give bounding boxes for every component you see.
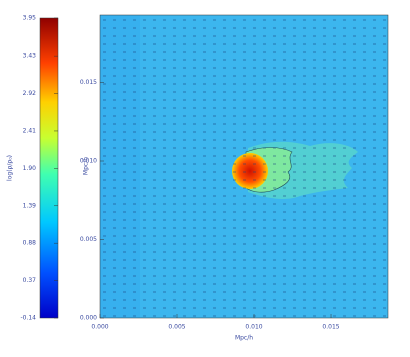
colorbar-tick-label: 1.90 (23, 165, 37, 172)
colorbar-tick-label: 3.43 (23, 53, 37, 60)
x-tick-label: 0.000 (91, 324, 108, 331)
x-tick-label: 0.010 (245, 324, 262, 331)
colorbar (39, 17, 59, 319)
y-axis-label: Mpc/h (83, 157, 90, 175)
colorbar-tick-label: 0.37 (23, 277, 37, 284)
colorbar-tick-label: 0.88 (23, 240, 37, 247)
colorbar-tick-label: -0.14 (20, 315, 36, 322)
y-tick-label: 0.010 (80, 158, 97, 165)
field (99, 14, 389, 319)
y-tick-label: 0.005 (80, 236, 97, 243)
colorbar-label: log(ρ/ρ₀) (7, 155, 14, 181)
y-tick-label: 0.000 (80, 315, 97, 322)
x-tick-label: 0.015 (322, 324, 339, 331)
x-tick-label: 0.005 (168, 324, 185, 331)
colorbar-tick-label: 3.95 (23, 15, 37, 22)
x-axis-label: Mpc/h (235, 335, 253, 342)
colorbar-tick-label: 2.41 (23, 127, 37, 134)
y-tick-label: 0.015 (80, 79, 97, 86)
colorbar-tick-label: 1.39 (23, 202, 37, 209)
colorbar-tick-label: 2.92 (23, 90, 37, 97)
